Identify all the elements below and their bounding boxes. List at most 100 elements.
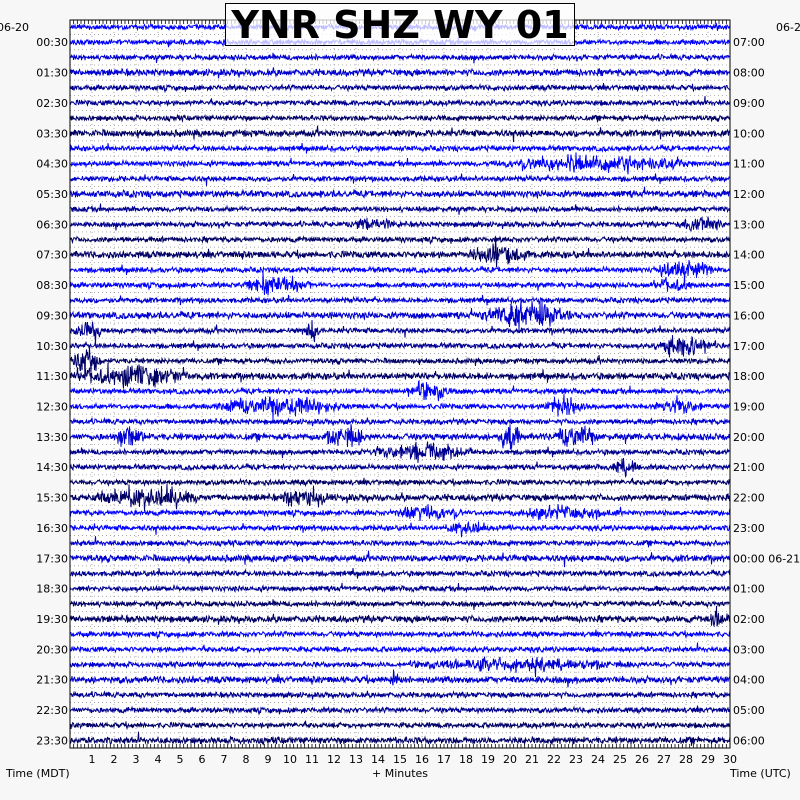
seismic-trace (69, 582, 731, 594)
right-time-label: 13:00 (733, 218, 765, 231)
left-time-label: 07:30 (36, 249, 68, 262)
left-time-label: 15:30 (36, 492, 68, 505)
left-time-label: 20:30 (36, 643, 68, 656)
left-time-label: 21:30 (36, 674, 68, 687)
seismic-trace (69, 67, 731, 79)
seismic-trace (69, 235, 731, 245)
right-time-label: 11:00 (733, 158, 765, 171)
right-time-label: 10:00 (733, 127, 765, 140)
left-time-label: 05:30 (36, 188, 68, 201)
x-tick-label: 12 (327, 753, 341, 766)
x-tick-label: 8 (243, 753, 250, 766)
left-time-label: 18:30 (36, 583, 68, 596)
seismic-trace (69, 568, 731, 579)
x-tick-label: 28 (679, 753, 693, 766)
right-time-label: 12:00 (733, 188, 765, 201)
seismic-trace (69, 52, 731, 64)
seismic-trace (69, 362, 731, 389)
seismic-trace (69, 186, 731, 200)
seismic-trace (70, 629, 731, 640)
seismic-trace (69, 477, 731, 488)
left-time-label: 02:30 (36, 97, 68, 110)
seismic-trace (69, 113, 731, 123)
right-time-label: 16:00 (733, 309, 765, 322)
seismic-trace (69, 669, 731, 688)
right-time-label: 04:00 (733, 674, 765, 687)
seismic-trace (69, 605, 731, 628)
seismic-trace (69, 550, 731, 568)
left-time-label: 13:30 (36, 431, 68, 444)
x-tick-label: 13 (349, 753, 363, 766)
y-axis-label-left: Time (MDT) (5, 767, 70, 780)
seismic-trace (69, 238, 731, 268)
x-tick-label: 27 (657, 753, 671, 766)
x-tick-label: 21 (525, 753, 539, 766)
x-tick-label: 14 (371, 753, 385, 766)
right-time-label: 01:00 (733, 583, 765, 596)
seismic-trace (69, 203, 731, 215)
right-time-label: 14:00 (733, 249, 765, 262)
right-time-label: 22:00 (733, 492, 765, 505)
seismic-trace (69, 82, 731, 94)
seismic-trace (69, 424, 731, 450)
left-time-label: 06:30 (36, 218, 68, 231)
grid (70, 20, 730, 749)
seismic-trace (69, 394, 731, 420)
seismic-trace (69, 260, 731, 282)
x-tick-label: 24 (591, 753, 605, 766)
seismic-trace (69, 152, 731, 175)
seismic-trace (69, 416, 731, 427)
right-time-label: 09:00 (733, 97, 765, 110)
left-time-label: 23:30 (36, 734, 68, 747)
seismic-trace (69, 457, 731, 478)
x-tick-label: 1 (89, 753, 96, 766)
x-tick-label: 9 (265, 753, 272, 766)
right-time-label: 03:00 (733, 643, 765, 656)
left-time-label: 08:30 (36, 279, 68, 292)
x-tick-label: 2 (111, 753, 118, 766)
seismic-trace (69, 720, 731, 731)
x-tick-label: 15 (393, 753, 407, 766)
left-time-label: 01:30 (36, 67, 68, 80)
seismic-trace (69, 300, 731, 330)
x-tick-label: 22 (547, 753, 561, 766)
left-time-label: 14:30 (36, 461, 68, 474)
x-tick-label: 7 (221, 753, 228, 766)
x-tick-label: 30 (723, 753, 737, 766)
right-time-label: 07:00 (733, 36, 765, 49)
left-time-label: 03:30 (36, 127, 68, 140)
seismic-trace (69, 705, 731, 716)
x-axis-label: + Minutes (372, 767, 428, 780)
seismic-trace (69, 143, 731, 154)
x-tick-label: 11 (305, 753, 319, 766)
left-time-label: 04:30 (36, 158, 68, 171)
seismic-trace (69, 536, 731, 548)
x-tick-label: 10 (283, 753, 297, 766)
right-time-label: 06:00 (733, 734, 765, 747)
right-time-label: 15:00 (733, 279, 765, 292)
seismic-trace (69, 503, 731, 522)
right-time-label: 21:00 (733, 461, 765, 474)
date-left: 06-20 (0, 21, 29, 34)
right-time-label: 23:00 (733, 522, 765, 535)
left-time-label: 00:30 (36, 36, 68, 49)
left-time-label: 19:30 (36, 613, 68, 626)
seismic-trace (70, 598, 731, 610)
x-tick-label: 26 (635, 753, 649, 766)
seismic-trace (69, 216, 731, 232)
x-tick-label: 16 (415, 753, 429, 766)
seismic-trace (69, 294, 731, 306)
seismic-trace (69, 379, 731, 402)
x-tick-label: 23 (569, 753, 583, 766)
x-tick-label: 17 (437, 753, 451, 766)
seismic-trace (69, 656, 731, 678)
seismic-trace (69, 272, 731, 296)
left-time-label: 17:30 (36, 552, 68, 565)
right-time-label: 19:00 (733, 401, 765, 414)
seismic-trace (69, 520, 731, 538)
seismic-trace (69, 95, 731, 108)
right-time-label: 02:00 (733, 613, 765, 626)
seismic-trace (69, 483, 731, 512)
date-right: 06-2 (776, 21, 800, 34)
